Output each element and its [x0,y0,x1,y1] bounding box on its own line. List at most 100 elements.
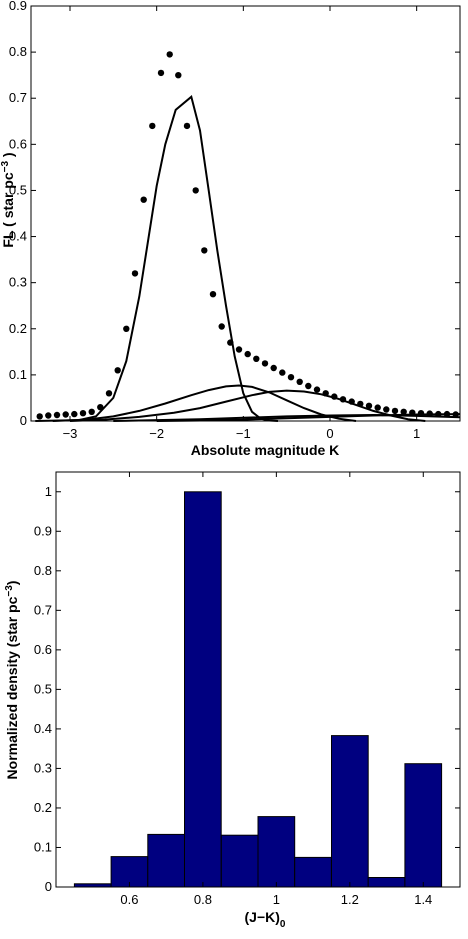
top-x-tick-label: 0 [326,426,333,441]
top-x-tick-label: −1 [236,426,251,441]
histogram-bar [110,856,149,888]
top-y-tick-label: 0.8 [9,44,27,59]
bottom-y-axis-exponent: −3 [4,585,15,597]
bottom-y-axis-label: Normalized density (star pc [4,596,20,779]
histogram-bar [404,763,443,888]
observed-point [409,409,416,416]
top-y-tick-label: 0.9 [9,0,27,13]
observed-point [62,411,69,418]
bottom-y-tick-label: 0.9 [34,523,52,538]
observed-point [218,323,225,330]
bottom-x-axis-label: (J−K) [245,909,280,925]
observed-point [131,270,139,277]
bottom-x-tick-label: 0.8 [194,892,212,907]
top-y-tick-label: 0.2 [9,321,27,336]
observed-point [192,187,199,194]
top-y-axis-title: FL ( star pc−3 ) [0,152,16,247]
component-curve-5 [156,413,461,422]
observed-point [79,410,87,417]
observed-point [357,400,364,408]
component-curve-1 [35,95,279,422]
top-y-axis-label-close: ) [0,152,16,161]
histogram-bar [184,491,222,888]
bottom-y-tick-label: 0.7 [34,602,52,617]
bottom-y-axis-title: Normalized density (star pc−3) [4,581,20,780]
top-x-tick-label: 1 [413,426,420,441]
observed-point [235,346,243,353]
observed-point [149,122,156,130]
observed-point [400,408,407,415]
observed-point [452,411,459,418]
observed-point [435,410,442,418]
observed-point [36,413,43,420]
top-y-axis-label: FL ( star pc [0,172,16,247]
observed-point [71,410,78,418]
bottom-y-tick-label: 0.8 [34,563,52,578]
observed-point [287,374,295,381]
observed-point [365,402,373,409]
bottom-y-tick-label: 1 [45,484,52,499]
top-points [36,51,459,420]
observed-point [443,410,451,418]
top-y-tick-label: 0.3 [9,275,27,290]
observed-point [261,360,269,367]
component-curve-3 [69,389,426,422]
observed-point [140,196,147,203]
top-plot-frame [30,5,461,422]
luminosity-function-chart: −3 −2 −1 0 1 0 0.1 0.2 0.3 0.4 0.5 0.6 0.7 0.8 0.9 Ab… [0,0,461,458]
histogram-bar [331,735,369,888]
observed-point [270,364,277,372]
bottom-y-tick-label: 0.5 [34,681,52,696]
histogram-bar [367,877,406,888]
bottom-y-tick-label: 0.4 [34,721,52,736]
top-y-axis: 0 0.1 0.2 0.3 0.4 0.5 0.6 0.7 0.8 0.9 [9,0,460,428]
top-x-tick-label: −2 [149,426,164,441]
bottom-y-tick-label: 0.3 [34,760,52,775]
bottom-y-tick-label: 0.1 [34,839,52,854]
top-y-tick-label: 0.5 [9,182,27,197]
top-x-axis-label: Absolute magnitude K [191,442,340,458]
color-histogram-chart: 0.6 0.8 1 1.2 1.4 00.10.20.30.40.50.60.70.80… [4,471,461,930]
histogram-bar [147,833,186,888]
histogram-bar [294,856,332,888]
bottom-x-tick-label: 1 [273,892,280,907]
observed-point [201,247,208,254]
bottom-bars [73,491,443,888]
bottom-y-axis-label-close: ) [4,581,20,586]
bottom-y-tick-label: 0 [45,879,52,894]
top-x-axis: −3 −2 −1 0 1 [63,6,420,441]
top-x-tick-label: −3 [63,426,78,441]
observed-point [97,404,104,411]
top-y-tick-label: 0 [20,413,27,428]
bottom-x-tick-label: 1.2 [341,892,359,907]
bottom-y-tick-label: 0.6 [34,642,52,657]
observed-point [183,122,191,130]
observed-point [227,339,234,346]
bottom-x-tick-label: 0.6 [120,892,138,907]
bottom-x-axis-title: (J−K)0 [245,909,286,930]
observed-point [279,369,286,376]
observed-point [88,408,95,415]
observed-point [166,51,173,58]
bottom-y-axis: 0 0.1 0.2 0.3 0.4 0.5 0.6 0.7 0.8 0.9 1 [34,484,460,894]
bottom-y-tick-label: 0.2 [34,800,52,815]
observed-point [348,398,355,405]
observed-point [339,396,347,403]
observed-point [296,378,303,385]
observed-point [313,386,321,393]
bottom-x-tick-label: 1.4 [414,892,432,907]
observed-point [105,390,113,397]
observed-point [322,390,329,397]
observed-point [175,72,182,79]
observed-point [383,406,390,413]
histogram-bar [220,834,259,888]
bottom-x-axis: 0.6 0.8 1 1.2 1.4 [120,472,432,907]
bottom-x-axis-subscript: 0 [280,919,286,930]
observed-point [114,367,121,374]
observed-point [331,393,338,400]
top-y-tick-label: 0.1 [9,367,27,382]
observed-point [391,407,399,415]
top-y-tick-label: 0.7 [9,90,27,105]
